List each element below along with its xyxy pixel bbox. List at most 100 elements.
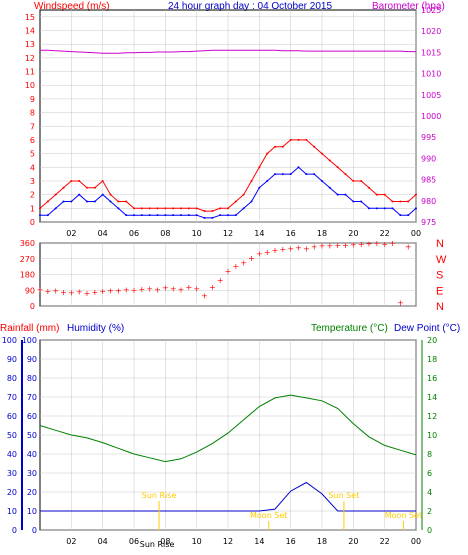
- x-tick-label: 20: [348, 229, 358, 238]
- x-tick-label: 18: [317, 229, 327, 238]
- wind-gust-line-point: [328, 159, 331, 162]
- direction-point: +: [154, 285, 161, 294]
- rainfall-tick-label: 100: [2, 336, 17, 345]
- barometer-tick-label: 1025: [421, 6, 441, 15]
- wind-gust-line-point: [250, 179, 253, 182]
- rainfall-tick-label: 30: [7, 469, 17, 478]
- wind-gust-line-point: [399, 200, 402, 203]
- wind-avg-line-point: [352, 200, 355, 203]
- wind-avg-line-point: [203, 216, 206, 219]
- direction-point: +: [44, 287, 51, 296]
- wind-avg-line-point: [281, 173, 284, 176]
- wind-avg-line-point: [117, 207, 120, 210]
- temperature-tick-label: 2: [427, 507, 432, 516]
- header-title: 24 hour graph day : 04 October 2015: [168, 1, 332, 12]
- x-tick-label: 04: [98, 537, 108, 546]
- wind-avg-line-point: [39, 214, 41, 217]
- windspeed-tick-label: 9: [30, 95, 35, 104]
- x-tick-label: 02: [66, 229, 76, 238]
- direction-point: +: [84, 289, 91, 298]
- wind-gust-line-point: [62, 186, 65, 189]
- wind-gust-line-point: [336, 166, 339, 169]
- x-tick-label: 08: [160, 537, 170, 546]
- direction-point: +: [225, 267, 232, 276]
- sun-rise-axis-label: Sun Rise: [140, 540, 175, 549]
- direction-point: +: [170, 285, 177, 294]
- rainfall-tick-label: 20: [7, 488, 17, 497]
- wind-avg-line-point: [172, 214, 175, 217]
- windspeed-tick-label: 3: [30, 177, 35, 186]
- windspeed-tick-label: 8: [30, 109, 35, 118]
- humidity-tick-label: 70: [27, 393, 37, 402]
- wind-gust-line-point: [78, 179, 81, 182]
- rainfall-tick-label: 70: [7, 393, 17, 402]
- direction-point: +: [334, 241, 341, 250]
- wind-avg-line-point: [368, 207, 370, 210]
- wind-avg-line-point: [383, 207, 386, 210]
- wind-avg-line-point: [328, 186, 331, 189]
- dewpoint-line: [40, 481, 416, 512]
- temperature-line: [39, 394, 417, 463]
- wind-avg-line-point: [305, 173, 308, 176]
- header-barometer: Barometer (hpa): [372, 1, 445, 12]
- windspeed-tick-label: 11: [25, 68, 35, 77]
- wind-avg-line-point: [164, 214, 167, 217]
- humidity-tick-label: 50: [27, 431, 37, 440]
- rainfall-tick-label: 50: [7, 431, 17, 440]
- wind-gust-line-point: [281, 145, 284, 148]
- temperature-tick-label: 4: [427, 488, 432, 497]
- wind-gust-line-point: [258, 166, 261, 169]
- wind-gust-line-point: [313, 145, 316, 148]
- x-tick-label: 12: [223, 229, 233, 238]
- wind-avg-line-point: [234, 214, 237, 217]
- x-tick-label: 18: [317, 537, 327, 546]
- direction-point: +: [107, 286, 114, 295]
- windspeed-tick-label: 10: [25, 81, 35, 90]
- windspeed-tick-label: 0: [30, 218, 35, 227]
- barometer-tick-label: 1005: [421, 91, 441, 100]
- annotation-label: Moon Set: [250, 511, 287, 520]
- wind-gust-line-point: [266, 152, 269, 155]
- wind-avg-line-point: [78, 193, 81, 196]
- temperature-tick-label: 14: [427, 393, 437, 402]
- direction-point: +: [52, 286, 59, 295]
- x-tick-label: 02: [66, 537, 76, 546]
- wind-gust-line-point: [352, 179, 355, 182]
- wind-gust-line-point: [375, 193, 378, 196]
- wind-gust-line-point: [39, 207, 41, 210]
- x-tick-label: 20: [348, 537, 358, 546]
- humidity-tick-label: 80: [27, 374, 37, 383]
- rainfall-tick-label: 60: [7, 412, 17, 421]
- direction-point: +: [146, 285, 153, 294]
- humidity-tick-label: 100: [22, 336, 37, 345]
- humidity-tick-label: 0: [32, 526, 37, 535]
- direction-point: +: [60, 288, 67, 297]
- humidity-tick-label: 60: [27, 412, 37, 421]
- temperature-tick-label: 10: [427, 431, 437, 440]
- wind-avg-line-point: [219, 214, 222, 217]
- windspeed-tick-label: 13: [25, 40, 35, 49]
- direction-point: +: [123, 285, 130, 294]
- wind-gust-line-point: [117, 200, 120, 203]
- direction-point: +: [389, 239, 396, 248]
- wind-gust-line-point: [368, 186, 370, 189]
- wind-gust-line-point: [156, 207, 159, 210]
- x-tick-label: 08: [160, 229, 170, 238]
- wind-gust-line-point: [109, 193, 112, 196]
- wind-avg-line-point: [266, 179, 269, 182]
- direction-point: +: [209, 283, 216, 292]
- wind-avg-line-point: [86, 200, 88, 203]
- wind-gust-line-point: [360, 179, 363, 182]
- direction-point: +: [193, 285, 200, 294]
- direction-point: +: [162, 284, 169, 293]
- windspeed-tick-label: 1: [30, 204, 35, 213]
- wind-avg-line-point: [211, 216, 214, 219]
- wind-avg-line-point: [227, 214, 229, 217]
- wind-avg-line-point: [289, 173, 292, 176]
- barometer-line: [40, 49, 416, 54]
- direction-point: +: [91, 288, 98, 297]
- direction-point: +: [138, 285, 145, 294]
- direction-point: +: [366, 239, 373, 248]
- wind-gust-line-point: [219, 207, 222, 210]
- wind-gust-line-point: [46, 200, 49, 203]
